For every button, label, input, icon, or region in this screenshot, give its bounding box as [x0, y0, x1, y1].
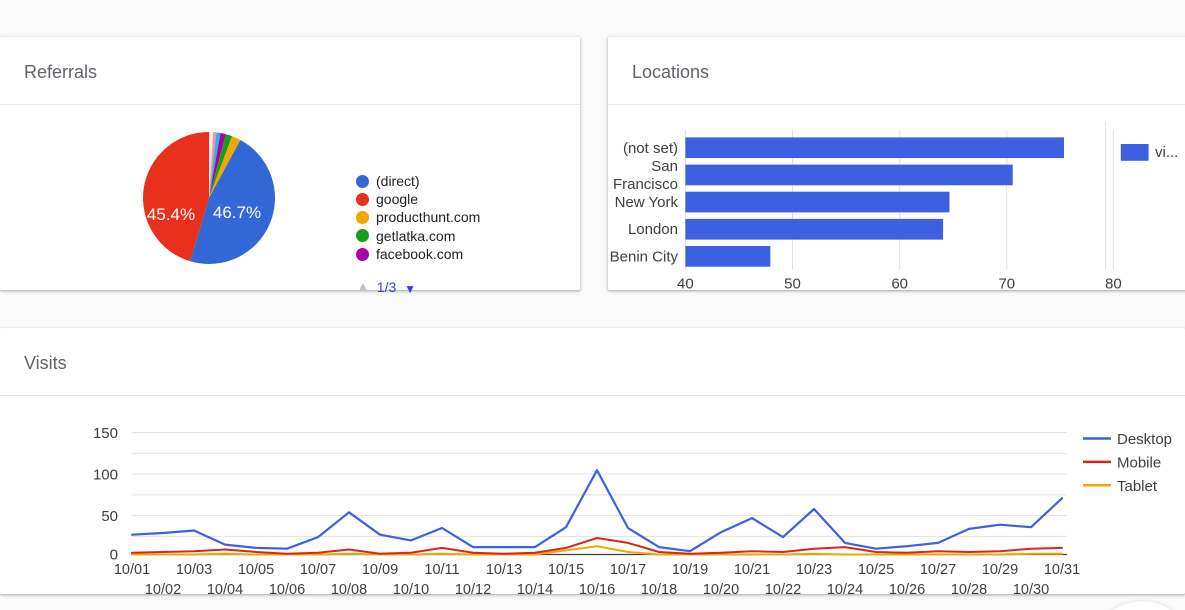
svg-text:10/29: 10/29	[982, 562, 1018, 578]
svg-text:10/26: 10/26	[889, 582, 925, 598]
svg-text:100: 100	[93, 467, 118, 484]
svg-text:10/09: 10/09	[362, 562, 398, 578]
svg-text:Francisco: Francisco	[613, 176, 678, 193]
svg-text:10/22: 10/22	[765, 582, 801, 598]
svg-text:10/07: 10/07	[300, 562, 336, 578]
svg-text:10/12: 10/12	[455, 582, 491, 598]
svg-text:Benin City: Benin City	[610, 248, 679, 265]
svg-text:10/15: 10/15	[548, 562, 584, 578]
svg-text:60: 60	[891, 275, 908, 290]
svg-text:Desktop: Desktop	[1117, 431, 1172, 448]
svg-text:10/25: 10/25	[858, 562, 894, 578]
svg-text:10/27: 10/27	[920, 562, 956, 578]
svg-text:50: 50	[784, 275, 801, 290]
svg-text:50: 50	[101, 508, 118, 525]
svg-text:0: 0	[110, 547, 118, 564]
svg-text:10/14: 10/14	[517, 582, 553, 598]
svg-text:10/06: 10/06	[269, 582, 305, 598]
svg-text:40: 40	[677, 275, 694, 290]
svg-text:10/16: 10/16	[579, 582, 615, 598]
svg-text:10/31: 10/31	[1044, 562, 1080, 578]
svg-text:150: 150	[93, 425, 118, 442]
svg-text:10/21: 10/21	[734, 562, 770, 578]
svg-text:10/23: 10/23	[796, 562, 832, 578]
svg-text:10/05: 10/05	[238, 562, 274, 578]
svg-text:10/18: 10/18	[641, 582, 677, 598]
svg-text:10/19: 10/19	[672, 562, 708, 578]
svg-text:10/20: 10/20	[703, 582, 739, 598]
svg-text:80: 80	[1105, 275, 1122, 290]
svg-text:10/28: 10/28	[951, 582, 987, 598]
svg-text:vi...: vi...	[1155, 144, 1178, 161]
svg-text:10/02: 10/02	[145, 582, 181, 598]
svg-text:46.7%: 46.7%	[213, 203, 261, 222]
svg-text:London: London	[628, 221, 678, 238]
svg-text:10/17: 10/17	[610, 562, 646, 578]
svg-text:Mobile: Mobile	[1117, 454, 1161, 471]
svg-text:10/10: 10/10	[393, 582, 429, 598]
svg-text:10/01: 10/01	[114, 562, 150, 578]
svg-text:(not set): (not set)	[623, 140, 678, 157]
svg-text:10/03: 10/03	[176, 562, 212, 578]
svg-text:Tablet: Tablet	[1117, 478, 1158, 495]
svg-text:10/13: 10/13	[486, 562, 522, 578]
svg-text:San: San	[651, 158, 678, 175]
svg-text:10/24: 10/24	[827, 582, 863, 598]
svg-text:10/08: 10/08	[331, 582, 367, 598]
svg-text:10/30: 10/30	[1013, 582, 1049, 598]
svg-text:45.4%: 45.4%	[147, 205, 195, 224]
svg-text:10/11: 10/11	[424, 562, 459, 578]
svg-text:10/04: 10/04	[207, 582, 243, 598]
svg-text:70: 70	[998, 275, 1015, 290]
svg-text:New York: New York	[615, 194, 679, 211]
